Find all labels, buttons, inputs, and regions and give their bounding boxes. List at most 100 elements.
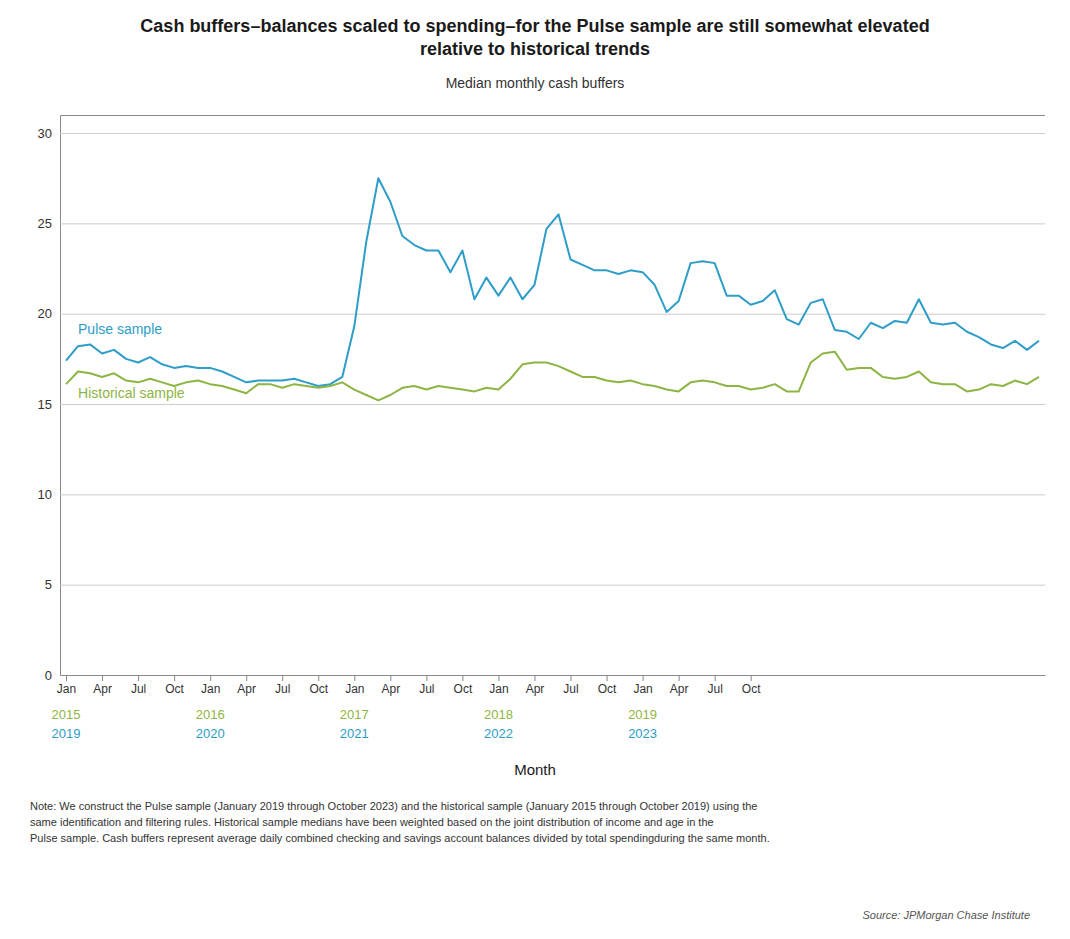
x-tick: Jan <box>201 675 220 696</box>
y-tick: 20 <box>38 306 1045 321</box>
x-tick-label: Jan <box>201 682 220 696</box>
x-tick-label: Apr <box>670 682 689 696</box>
tick-mark <box>246 675 247 681</box>
y-tick-label: 5 <box>45 577 52 592</box>
year-label: 2021 <box>340 726 369 741</box>
series-label: Pulse sample <box>78 321 162 337</box>
x-tick: Oct <box>309 675 328 696</box>
x-tick-label: Jul <box>563 682 578 696</box>
x-tick-label: Oct <box>165 682 184 696</box>
tick-mark <box>643 675 644 681</box>
x-tick: Oct <box>598 675 617 696</box>
tick-mark <box>138 675 139 681</box>
x-tick: Jan <box>57 675 76 696</box>
x-tick-label: Jan <box>57 682 76 696</box>
y-tick: 5 <box>45 577 1045 592</box>
x-tick: Apr <box>237 675 256 696</box>
grid-line <box>60 675 1045 676</box>
series-line <box>66 352 1039 401</box>
x-tick: Jan <box>633 675 652 696</box>
tick-mark <box>607 675 608 681</box>
tick-mark <box>318 675 319 681</box>
x-tick: Apr <box>381 675 400 696</box>
x-tick-label: Jan <box>345 682 364 696</box>
x-tick-label: Oct <box>742 682 761 696</box>
x-tick: Apr <box>670 675 689 696</box>
year-label: 2019 <box>52 726 81 741</box>
series-labels: Pulse sample Historical sample <box>78 321 185 400</box>
y-tick-label: 30 <box>38 126 52 141</box>
x-tick: Apr <box>526 675 545 696</box>
subtitle: Median monthly cash buffers <box>446 75 625 91</box>
x-tick-label: Apr <box>237 682 256 696</box>
tick-mark <box>282 675 283 681</box>
tick-mark <box>679 675 680 681</box>
year-label: 2022 <box>484 726 513 741</box>
tick-mark <box>534 675 535 681</box>
year-label: 2017 <box>340 707 369 722</box>
tick-mark <box>498 675 499 681</box>
y-tick-label: 15 <box>38 397 52 412</box>
note: Note: We construct the Pulse sample (Jan… <box>30 800 770 844</box>
x-tick-label: Jul <box>707 682 722 696</box>
x-axis-title: Month <box>514 761 556 778</box>
title: Cash buffers–balances scaled to spending… <box>140 16 929 59</box>
grid-line <box>60 133 1045 134</box>
series-line <box>66 178 1039 386</box>
x-tick-label: Apr <box>93 682 112 696</box>
year-label: 2016 <box>196 707 225 722</box>
x-tick-label: Apr <box>381 682 400 696</box>
x-tick: Jul <box>419 675 434 696</box>
x-tick: Jul <box>707 675 722 696</box>
year-label: 2020 <box>196 726 225 741</box>
y-tick-label: 0 <box>45 668 52 683</box>
tick-mark <box>210 675 211 681</box>
series-label: Historical sample <box>78 385 185 401</box>
x-tick-label: Jul <box>419 682 434 696</box>
x-tick-label: Jul <box>275 682 290 696</box>
x-tick: Oct <box>165 675 184 696</box>
tick-mark <box>354 675 355 681</box>
y-tick: 0 <box>45 668 1045 683</box>
x-tick-label: Oct <box>309 682 328 696</box>
x-tick: Jul <box>131 675 146 696</box>
year-label: 2018 <box>484 707 513 722</box>
x-tick-label: Oct <box>454 682 473 696</box>
x-tick-label: Jul <box>131 682 146 696</box>
chart: Cash buffers–balances scaled to spending… <box>0 0 1070 939</box>
x-tick: Apr <box>93 675 112 696</box>
y-tick: 15 <box>38 397 1045 412</box>
year-label: 2015 <box>52 707 81 722</box>
tick-mark <box>751 675 752 681</box>
tick-mark <box>462 675 463 681</box>
x-tick: Jan <box>489 675 508 696</box>
tick-mark <box>174 675 175 681</box>
tick-mark <box>390 675 391 681</box>
year-labels: 2019202020212022202320152016201720182019 <box>52 707 658 741</box>
y-axis: 0 5 10 15 20 25 30 <box>38 116 1045 683</box>
y-tick-label: 25 <box>38 216 52 231</box>
x-tick: Oct <box>454 675 473 696</box>
grid-line <box>60 223 1045 224</box>
x-tick: Jul <box>275 675 290 696</box>
x-axis: Jan Apr Jul Oct Jan Apr Jul Oct Jan Apr Jul Oct Jan A… <box>57 675 1046 696</box>
x-tick: Jan <box>345 675 364 696</box>
y-tick: 10 <box>38 487 1045 502</box>
x-tick-label: Apr <box>526 682 545 696</box>
y-tick: 25 <box>38 216 1045 231</box>
grid-line <box>60 404 1045 405</box>
y-axis-line <box>61 116 1046 676</box>
tick-mark <box>66 675 67 681</box>
y-tick: 30 <box>38 126 1045 141</box>
x-tick-label: Oct <box>598 682 617 696</box>
grid-line <box>60 494 1045 495</box>
tick-mark <box>571 675 572 681</box>
tick-mark <box>715 675 716 681</box>
x-tick: Oct <box>742 675 761 696</box>
y-tick-label: 20 <box>38 306 52 321</box>
x-tick-label: Jan <box>489 682 508 696</box>
grid-line <box>60 585 1045 586</box>
x-axis-line <box>61 675 1046 676</box>
grid-line <box>60 314 1045 315</box>
year-label: 2019 <box>628 707 657 722</box>
